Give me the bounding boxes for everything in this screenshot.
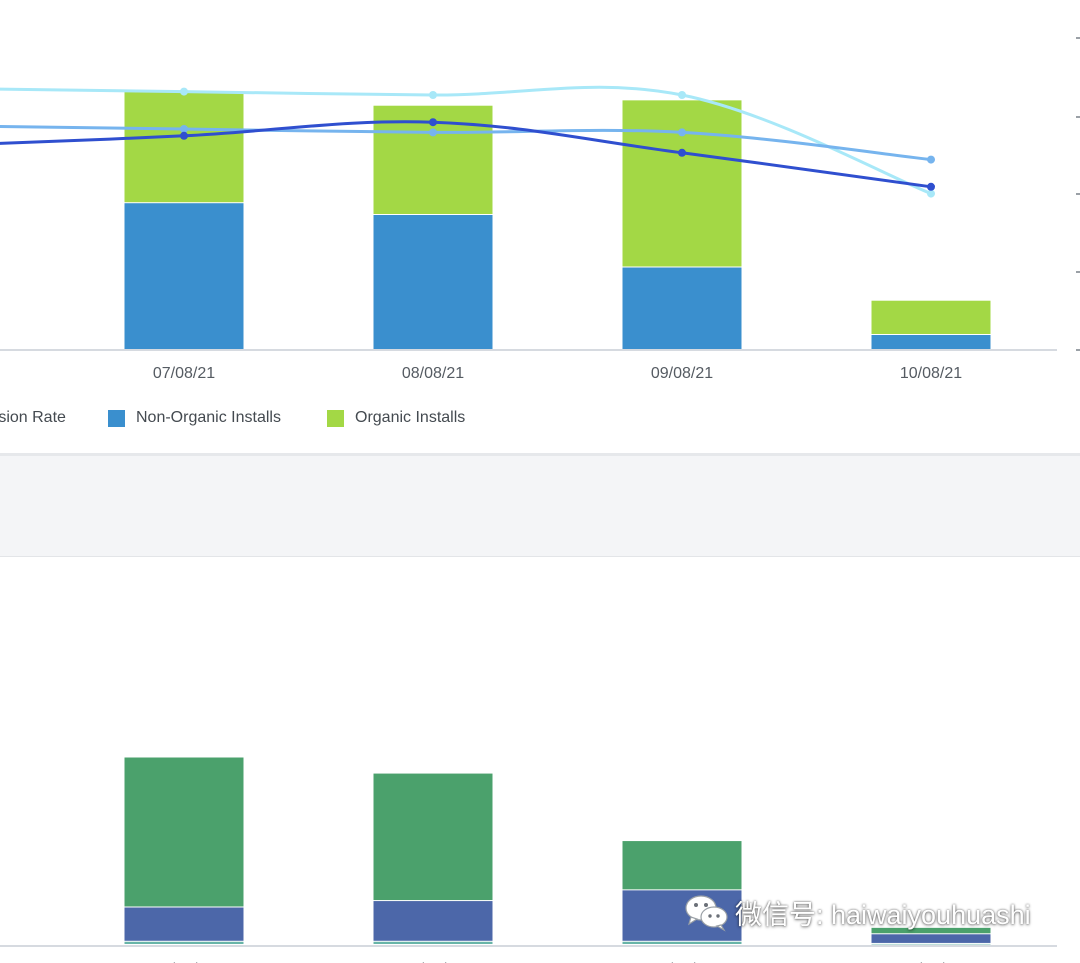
point-rate-series-2-08-08-21	[429, 128, 437, 137]
point-conversion-rate-08-08-21	[429, 118, 437, 127]
bar-non-organic-10-08-21	[871, 335, 991, 349]
point-rate-series-3-09-08-21	[678, 91, 686, 99]
bar-blue-10-08-21	[871, 934, 991, 943]
right-axis-tick-0	[1076, 37, 1080, 39]
right-axis-tick-4	[1076, 349, 1080, 351]
bar-non-organic-09-08-21	[622, 267, 742, 349]
secondary-installs-chart: 07/08/21 08/08/21 09/08/21 10/08/21	[0, 757, 1057, 963]
point-rate-series-2-10-08-21	[927, 155, 935, 164]
bar-teal-07-08-21	[124, 941, 244, 944]
bar-green-07-08-21	[124, 757, 244, 907]
x-tick-label-secondary-08-08-21: 08/08/21	[402, 961, 464, 963]
bar-green-10-08-21	[871, 927, 991, 934]
legend-item-conversion-rate[interactable]: rsion Rate	[0, 405, 66, 431]
x-axis-tick-labels: 07/08/21 08/08/21 09/08/21 10/08/21	[153, 365, 962, 382]
point-rate-series-2-09-08-21	[678, 128, 686, 137]
installs-conversion-chart: 07/08/21 08/08/21 09/08/21 10/08/21	[0, 37, 1080, 382]
legend-swatch-non-organic	[108, 409, 125, 427]
section-divider	[0, 453, 1080, 557]
point-rate-series-3-08-08-21	[429, 91, 437, 99]
x-tick-label-10-08-21: 10/08/21	[900, 365, 962, 382]
x-tick-label-09-08-21: 09/08/21	[651, 365, 713, 382]
chart-legend: rsion Rate Non-Organic Installs Organic …	[0, 405, 1080, 431]
legend-item-non-organic-installs[interactable]: Non-Organic Installs	[108, 405, 281, 431]
bar-organic-10-08-21	[871, 300, 991, 334]
bar-teal-08-08-21	[373, 941, 493, 944]
point-rate-series-2-07-08-21	[180, 125, 188, 133]
bar-organic-09-08-21	[622, 100, 742, 267]
secondary-bars	[124, 757, 991, 945]
watermark-text: 微信号: haiwaiyouhuashi	[735, 899, 1031, 930]
x-tick-label-secondary-10-08-21: 10/08/21	[900, 961, 962, 963]
right-axis-tick-marks	[1076, 37, 1080, 351]
x-tick-label-08-08-21: 08/08/21	[402, 365, 464, 382]
bar-teal-10-08-21	[871, 943, 991, 945]
x-tick-label-secondary-09-08-21: 09/08/21	[651, 961, 713, 963]
point-rate-series-3-10-08-21	[927, 189, 935, 198]
bar-green-09-08-21	[622, 841, 742, 890]
bar-teal-09-08-21	[622, 941, 742, 944]
bar-organic-07-08-21	[124, 91, 244, 203]
point-conversion-rate-07-08-21	[180, 131, 188, 140]
legend-label: rsion Rate	[0, 409, 66, 426]
bar-non-organic-08-08-21	[373, 215, 493, 349]
bar-blue-08-08-21	[373, 901, 493, 941]
watermark: 微信号: haiwaiyouhuashi	[683, 892, 1031, 932]
bar-non-organic-07-08-21	[124, 203, 244, 349]
legend-label: Non-Organic Installs	[136, 409, 281, 426]
point-rate-series-3-07-08-21	[180, 87, 188, 96]
right-axis-tick-1	[1076, 116, 1080, 118]
right-axis-tick-2	[1076, 193, 1080, 195]
bar-blue-07-08-21	[124, 907, 244, 941]
x-tick-label-07-08-21: 07/08/21	[153, 365, 215, 382]
legend-swatch-organic	[327, 409, 344, 427]
x-axis-tick-labels-secondary: 07/08/21 08/08/21 09/08/21 10/08/21	[153, 961, 962, 963]
point-conversion-rate-09-08-21	[678, 148, 686, 157]
rate-lines	[0, 85, 935, 198]
legend-label: Organic Installs	[355, 409, 466, 426]
bar-green-08-08-21	[373, 773, 493, 901]
wechat-icon	[685, 895, 728, 932]
legend-item-organic-installs[interactable]: Organic Installs	[327, 405, 465, 431]
x-tick-label-secondary-07-08-21: 07/08/21	[153, 961, 215, 963]
point-conversion-rate-10-08-21	[927, 182, 935, 191]
right-axis-tick-3	[1076, 271, 1080, 273]
